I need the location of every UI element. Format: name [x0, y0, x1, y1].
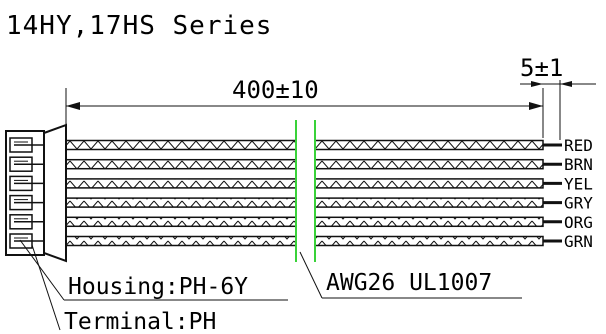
wire-label: GRY [564, 194, 593, 213]
terminal-label: Terminal:PH [64, 309, 216, 334]
connector-pin [9, 137, 44, 153]
wire-spec-leader: AWG26 UL1007 [299, 251, 522, 299]
housing-label: Housing:PH-6Y [68, 274, 248, 300]
wire [65, 178, 562, 189]
housing-leader: Housing:PH-6Y [19, 239, 288, 301]
connector-pin [9, 156, 44, 172]
strip-dimension: 5±1 [520, 54, 596, 140]
connector-pin [9, 214, 44, 230]
wire-label: RED [564, 136, 593, 155]
length-label: 400±10 [232, 76, 319, 104]
wire-spec-label: AWG26 UL1007 [326, 270, 492, 296]
wire-label: GRN [564, 232, 593, 251]
break-marks [295, 120, 316, 262]
wire-label: BRN [564, 155, 593, 174]
drawing-title: 14HY,17HS Series [6, 11, 272, 41]
strip-length-label: 5±1 [520, 54, 563, 82]
wire-bundle [65, 139, 562, 247]
wire-label: ORG [564, 213, 593, 232]
length-dimension: 400±10 [65, 76, 544, 138]
connector-pin [9, 175, 44, 192]
terminal-leader: Terminal:PH [31, 244, 216, 334]
wire-label: YEL [564, 174, 593, 193]
connector-pin [9, 194, 44, 211]
housing-connector [5, 123, 67, 263]
